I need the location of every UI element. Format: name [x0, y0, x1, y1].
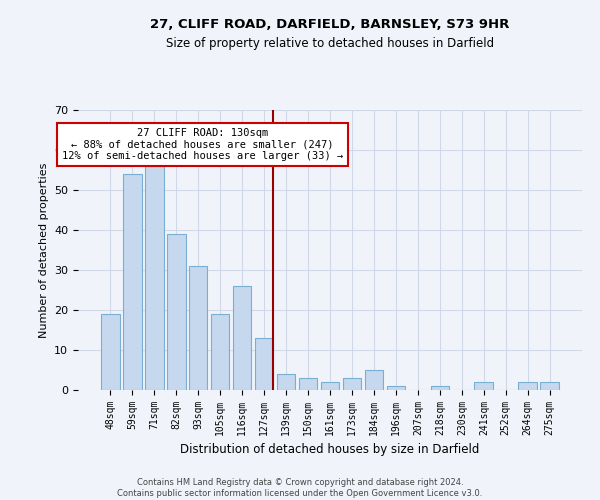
- Bar: [475, 382, 493, 390]
- Bar: [255, 338, 274, 390]
- Bar: [123, 174, 142, 390]
- Bar: [431, 386, 449, 390]
- Text: Contains HM Land Registry data © Crown copyright and database right 2024.
Contai: Contains HM Land Registry data © Crown c…: [118, 478, 482, 498]
- Text: Size of property relative to detached houses in Darfield: Size of property relative to detached ho…: [166, 38, 494, 51]
- Bar: [343, 378, 361, 390]
- Bar: [189, 266, 208, 390]
- Bar: [365, 370, 383, 390]
- Bar: [167, 234, 185, 390]
- Bar: [277, 374, 295, 390]
- Y-axis label: Number of detached properties: Number of detached properties: [38, 162, 49, 338]
- Bar: [101, 314, 119, 390]
- Text: 27, CLIFF ROAD, DARFIELD, BARNSLEY, S73 9HR: 27, CLIFF ROAD, DARFIELD, BARNSLEY, S73 …: [151, 18, 509, 30]
- Bar: [211, 314, 229, 390]
- Text: 27 CLIFF ROAD: 130sqm
← 88% of detached houses are smaller (247)
12% of semi-det: 27 CLIFF ROAD: 130sqm ← 88% of detached …: [62, 128, 343, 161]
- Bar: [299, 378, 317, 390]
- X-axis label: Distribution of detached houses by size in Darfield: Distribution of detached houses by size …: [181, 444, 479, 456]
- Bar: [145, 166, 164, 390]
- Bar: [518, 382, 537, 390]
- Bar: [233, 286, 251, 390]
- Bar: [541, 382, 559, 390]
- Bar: [320, 382, 340, 390]
- Bar: [386, 386, 405, 390]
